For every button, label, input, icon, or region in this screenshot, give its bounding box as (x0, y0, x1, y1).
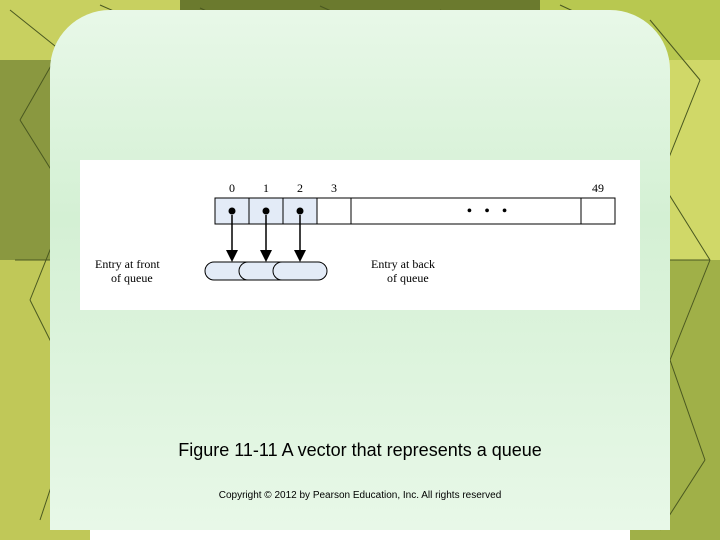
svg-text:49: 49 (592, 181, 604, 195)
queue-vector-figure: 012349• • •Entry at frontof queueEntry a… (80, 160, 640, 310)
figure-svg: 012349• • •Entry at frontof queueEntry a… (80, 160, 640, 310)
svg-text:• • •: • • • (467, 203, 512, 220)
svg-text:Entry at front: Entry at front (95, 257, 160, 271)
svg-text:Entry at back: Entry at back (371, 257, 435, 271)
svg-text:of queue: of queue (387, 271, 429, 285)
svg-text:3: 3 (331, 181, 337, 195)
svg-text:2: 2 (297, 181, 303, 195)
svg-text:of queue: of queue (111, 271, 153, 285)
figure-caption: Figure 11-11 A vector that represents a … (0, 440, 720, 461)
svg-text:1: 1 (263, 181, 269, 195)
copyright-text: Copyright © 2012 by Pearson Education, I… (0, 490, 720, 501)
svg-text:0: 0 (229, 181, 235, 195)
